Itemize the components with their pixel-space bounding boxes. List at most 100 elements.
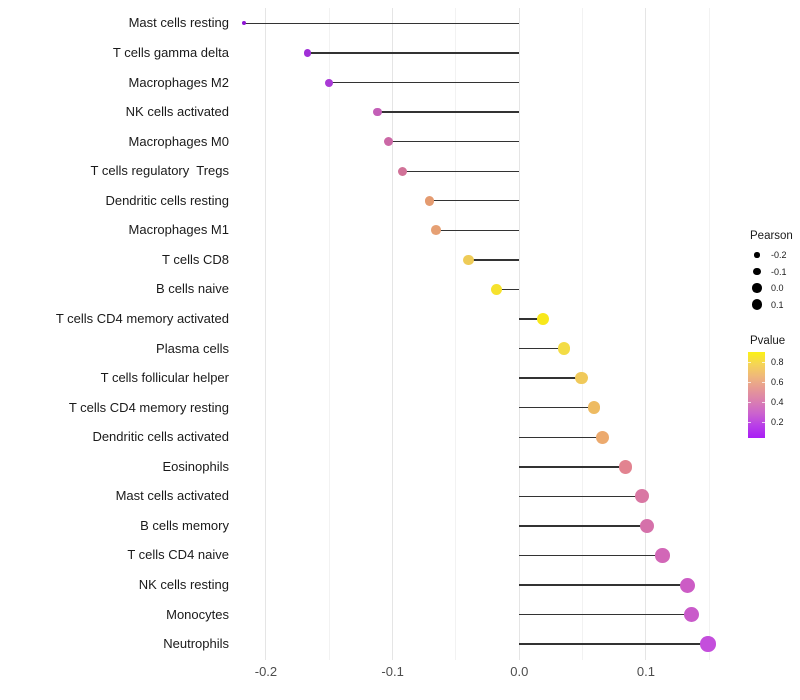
legend-size-dot bbox=[752, 283, 762, 293]
lollipop-stem bbox=[429, 200, 520, 202]
colorbar-tick bbox=[748, 421, 751, 423]
lollipop-stem bbox=[468, 259, 520, 261]
lollipop-dot bbox=[680, 577, 696, 593]
lollipop-dot bbox=[618, 460, 633, 474]
legend-size-label: -0.2 bbox=[771, 250, 787, 260]
lollipop-stem bbox=[388, 140, 520, 143]
legend-size-label: -0.1 bbox=[771, 266, 787, 277]
lollipop-stem bbox=[519, 318, 544, 320]
minor-gridline bbox=[328, 8, 330, 660]
y-axis-label: Macrophages M2 bbox=[128, 74, 229, 90]
lollipop-stem bbox=[402, 170, 520, 172]
lollipop-stem bbox=[519, 613, 692, 616]
lollipop-dot bbox=[490, 283, 503, 296]
lollipop-dot bbox=[242, 21, 247, 26]
lollipop-dot bbox=[373, 107, 382, 117]
minor-gridline bbox=[582, 8, 584, 660]
plot-panel bbox=[240, 8, 716, 660]
lollipop-stem bbox=[329, 81, 520, 84]
colorbar-label: 0.6 bbox=[771, 376, 784, 387]
y-axis-label: B cells naive bbox=[156, 281, 229, 297]
lollipop-stem bbox=[496, 288, 520, 291]
colorbar-tick bbox=[762, 381, 765, 383]
lollipop-dot bbox=[575, 371, 588, 385]
major-gridline bbox=[392, 8, 394, 660]
lollipop-stem bbox=[519, 347, 564, 350]
lollipop-dot bbox=[325, 78, 334, 87]
y-axis-label: Dendritic cells activated bbox=[92, 429, 229, 445]
lollipop-stem bbox=[519, 406, 595, 409]
minor-gridline bbox=[708, 8, 710, 660]
y-axis-label: Neutrophils bbox=[163, 636, 229, 652]
colorbar-label: 0.4 bbox=[771, 396, 784, 407]
lollipop-dot bbox=[640, 518, 655, 533]
y-axis-label: T cells CD4 memory resting bbox=[68, 399, 229, 415]
colorbar bbox=[748, 352, 765, 438]
y-axis-label: Macrophages M1 bbox=[128, 222, 229, 238]
lollipop-dot bbox=[384, 137, 394, 147]
y-axis-label: T cells gamma delta bbox=[112, 44, 229, 60]
legend-size-label: 0.0 bbox=[771, 283, 784, 293]
lollipop-dot bbox=[655, 548, 670, 563]
y-axis-label: NK cells resting bbox=[138, 577, 229, 593]
colorbar-tick bbox=[762, 361, 765, 363]
colorbar-tick bbox=[748, 381, 751, 383]
y-axis-label: T cells CD4 naive bbox=[127, 547, 229, 563]
lollipop-dot bbox=[537, 313, 550, 325]
colorbar-tick bbox=[748, 361, 751, 363]
lollipop-dot bbox=[635, 489, 650, 504]
lollipop-stem bbox=[435, 229, 520, 232]
y-axis-label: Mast cells resting bbox=[128, 15, 229, 31]
y-axis-label: T cells follicular helper bbox=[100, 370, 229, 386]
lollipop-stem bbox=[377, 111, 520, 113]
lollipop-stem bbox=[519, 643, 709, 645]
legend-size-dot bbox=[751, 299, 763, 310]
colorbar-tick bbox=[748, 401, 751, 403]
legend-size-dot bbox=[754, 252, 760, 258]
legend-size-label: 0.1 bbox=[771, 299, 784, 310]
y-axis-label: Eosinophils bbox=[162, 458, 230, 474]
y-axis-label: T cells CD8 bbox=[162, 251, 229, 267]
x-tick-label: 0.0 bbox=[510, 664, 529, 679]
lollipop-stem bbox=[519, 436, 603, 438]
y-axis-label: NK cells activated bbox=[125, 104, 229, 120]
y-axis-label: T cells CD4 memory activated bbox=[55, 311, 229, 326]
size-legend-title: Pearson bbox=[750, 230, 793, 242]
lollipop-stem bbox=[519, 584, 688, 586]
legend-size-dot bbox=[753, 267, 761, 276]
x-tick-label: 0.1 bbox=[636, 664, 655, 679]
lollipop-stem bbox=[307, 52, 520, 54]
y-axis-label: Plasma cells bbox=[156, 340, 229, 356]
major-gridline bbox=[645, 8, 647, 660]
colorbar-label: 0.2 bbox=[771, 416, 784, 427]
colorbar-label: 0.8 bbox=[771, 356, 784, 367]
color-legend-title: Pvalue bbox=[750, 335, 786, 347]
lollipop-dot bbox=[424, 195, 435, 206]
lollipop-dot bbox=[430, 225, 441, 236]
lollipop-dot bbox=[596, 430, 610, 444]
colorbar-tick bbox=[762, 401, 765, 403]
lollipop-dot bbox=[587, 401, 601, 415]
lollipop-dot bbox=[700, 636, 716, 652]
lollipop-stem bbox=[519, 466, 626, 468]
minor-gridline bbox=[455, 8, 457, 660]
lollipop-dot bbox=[684, 607, 700, 623]
lollipop-dot bbox=[304, 49, 312, 57]
major-gridline bbox=[518, 8, 520, 660]
major-gridline bbox=[265, 8, 267, 660]
y-axis-label: Monocytes bbox=[166, 606, 229, 622]
x-tick-label: -0.2 bbox=[254, 664, 278, 679]
lollipop-dot bbox=[398, 166, 408, 176]
y-axis-label: Mast cells activated bbox=[115, 488, 229, 504]
colorbar-tick bbox=[762, 421, 765, 423]
y-axis-label: T cells regulatory Tregs bbox=[90, 163, 229, 179]
lollipop-stem bbox=[244, 22, 520, 25]
lollipop-stem bbox=[519, 495, 643, 498]
y-axis-label: Dendritic cells resting bbox=[105, 192, 229, 208]
lollipop-stem bbox=[519, 525, 648, 527]
lollipop-dot bbox=[557, 342, 570, 355]
y-axis-label: Macrophages M0 bbox=[128, 133, 229, 149]
x-tick-label: -0.1 bbox=[381, 664, 404, 679]
lollipop-dot bbox=[463, 254, 474, 266]
